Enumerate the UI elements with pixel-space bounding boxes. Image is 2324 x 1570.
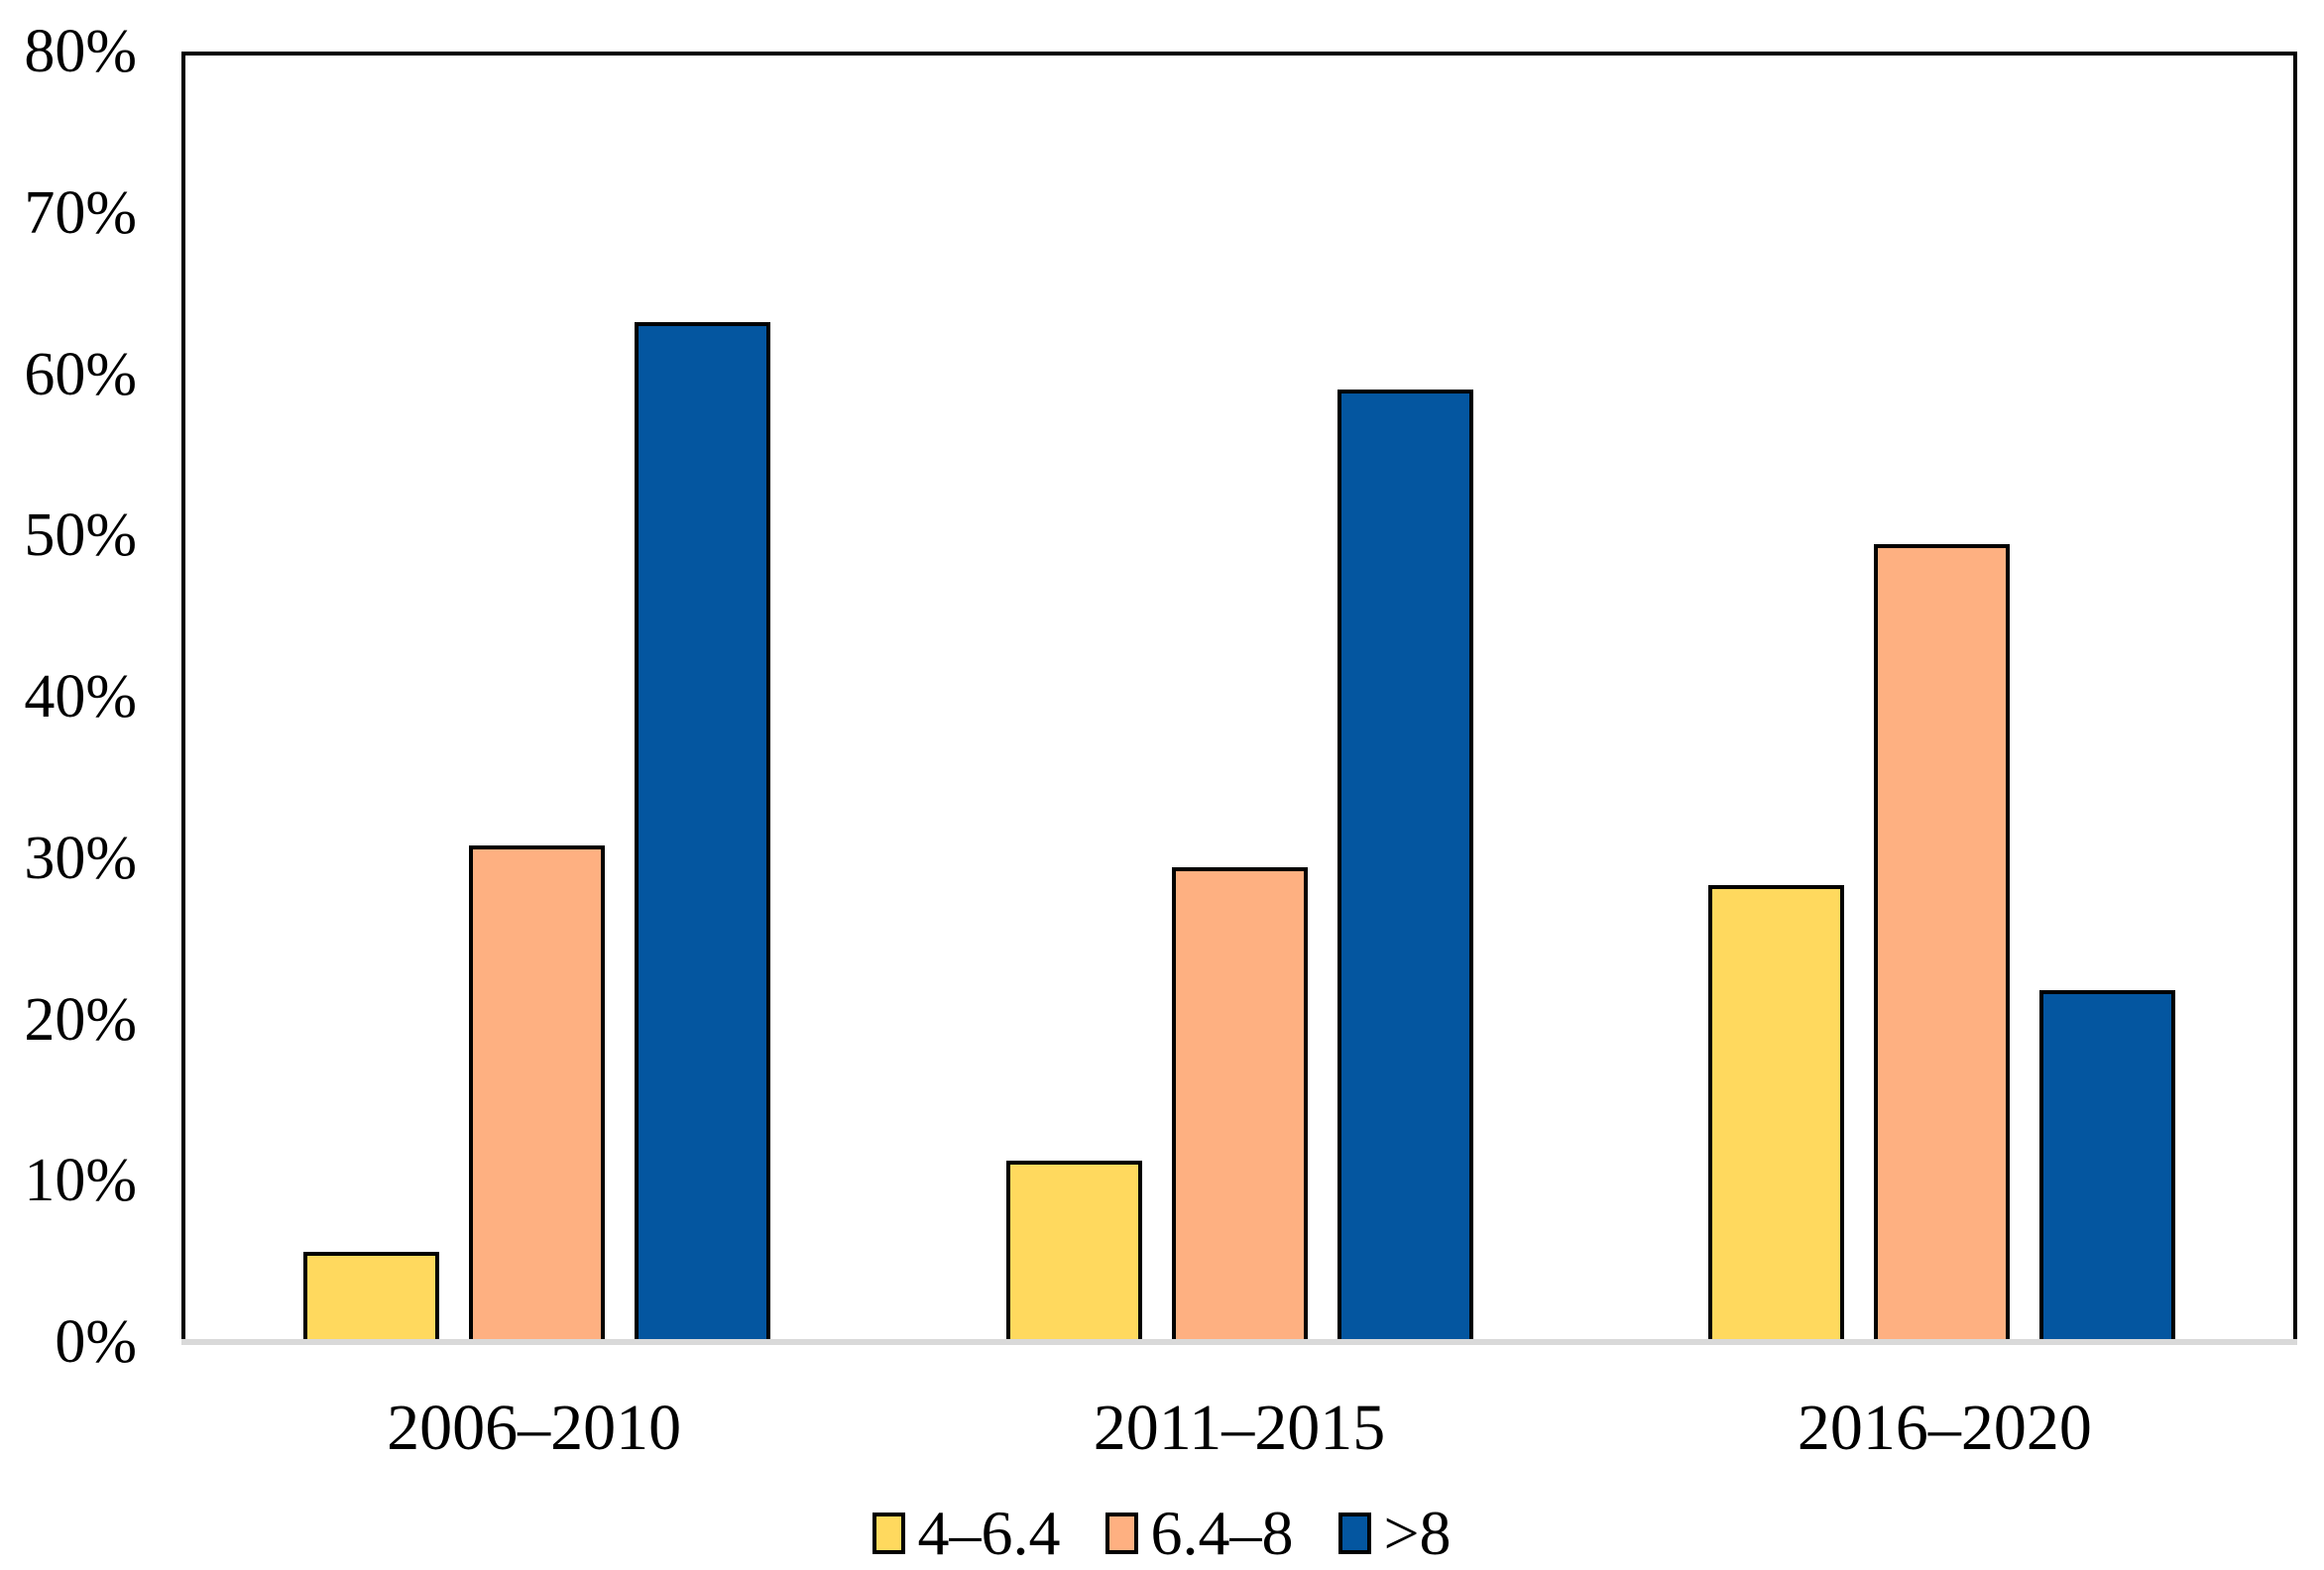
y-tick-label-10pct: 10%: [24, 1147, 137, 1215]
plot-area: [181, 52, 2297, 1345]
legend: 4–6.4 6.4–8 >8: [0, 1502, 2324, 1565]
bar-group-2: [1590, 56, 2293, 1342]
bar-group-1: [888, 56, 1591, 1342]
x-category-label-2: 2016–2020: [1797, 1392, 2092, 1464]
bar-group-0: [185, 56, 888, 1342]
legend-item-2: >8: [1338, 1498, 1452, 1568]
legend-item-1: 6.4–8: [1105, 1502, 1293, 1565]
y-tick-label-40pct: 40%: [24, 663, 137, 730]
legend-item-0: 4–6.4: [872, 1502, 1060, 1565]
y-tick-label-30pct: 30%: [24, 824, 137, 892]
bar-series-1-category-0: [468, 844, 605, 1342]
bar-series-0-category-0: [302, 1252, 439, 1342]
legend-swatch-icon: [872, 1513, 906, 1554]
x-axis-baseline: [181, 1339, 2297, 1345]
bar-series-0-category-1: [1005, 1160, 1142, 1342]
bar-series-2-category-2: [2039, 989, 2176, 1342]
y-tick-label-60pct: 60%: [24, 340, 137, 408]
x-category-label-1: 2011–2015: [1093, 1392, 1386, 1464]
legend-swatch-icon: [1338, 1513, 1372, 1554]
x-category-label-0: 2006–2010: [387, 1392, 682, 1464]
bar-series-1-category-1: [1171, 867, 1308, 1342]
y-tick-label-80pct: 80%: [24, 18, 137, 85]
bar-series-2-category-1: [1336, 390, 1473, 1342]
legend-label: >8: [1383, 1498, 1452, 1568]
y-tick-label-70pct: 70%: [24, 178, 137, 247]
y-tick-label-50pct: 50%: [24, 502, 137, 570]
legend-label: 4–6.4: [917, 1498, 1061, 1568]
legend-swatch-icon: [1105, 1513, 1139, 1554]
bar-series-0-category-2: [1708, 885, 1845, 1342]
y-tick-label-20pct: 20%: [24, 985, 137, 1054]
y-tick-label-0pct: 0%: [55, 1308, 137, 1376]
bar-series-1-category-2: [1874, 544, 2011, 1342]
legend-label: 6.4–8: [1150, 1498, 1294, 1568]
bar-series-2-category-0: [634, 322, 770, 1342]
